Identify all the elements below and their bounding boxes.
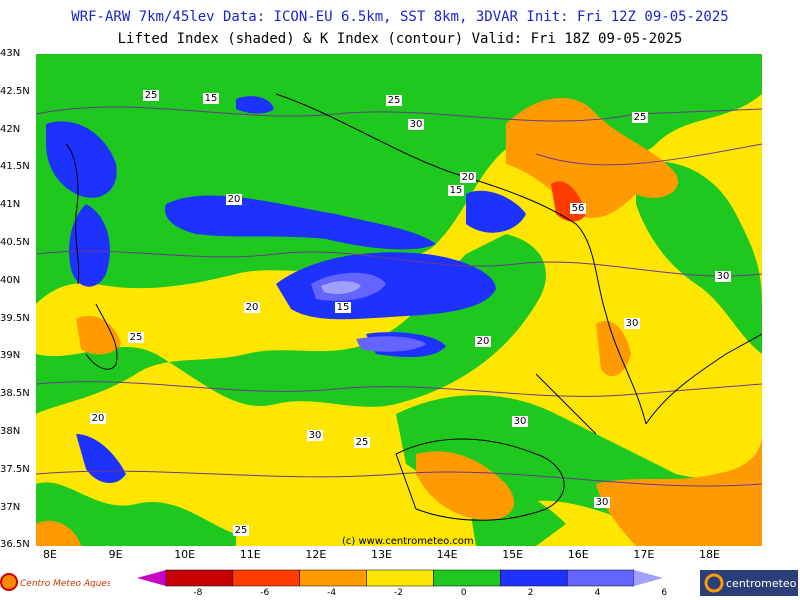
k-index-label-bg xyxy=(226,194,242,205)
colorbar-tick-label: 0 xyxy=(460,588,467,598)
k-index-label-bg xyxy=(460,172,476,183)
k-index-label: 25 xyxy=(356,437,369,448)
colorbar xyxy=(137,569,663,587)
k-index-label-bg xyxy=(570,203,586,214)
latitude-label: 39.5N xyxy=(0,312,30,324)
longitude-label: 13E xyxy=(371,548,392,561)
k-index-label: 25 xyxy=(235,525,248,536)
latitude-label: 40N xyxy=(0,274,21,286)
longitude-label: 9E xyxy=(108,548,123,561)
k-index-label-group: 25 15 25 30 25 20 15 20 56 30 30 20 15 20 25 20 30 25 30 30… xyxy=(90,90,731,536)
k-index-label: 30 xyxy=(514,416,527,427)
colorbar-segment xyxy=(165,569,234,587)
colorbar-segment xyxy=(299,569,367,587)
k-index-contours xyxy=(36,106,762,487)
k-index-label-bg xyxy=(475,336,491,347)
latitude-label: 37.5N xyxy=(0,463,30,475)
colorbar-tick-label: 6 xyxy=(661,588,668,598)
k-index-label: 20 xyxy=(246,302,259,313)
colorbar-segments xyxy=(137,569,663,587)
colorbar-segment xyxy=(566,569,635,587)
li-lightest-areas xyxy=(321,281,361,294)
k-index-label-bg xyxy=(335,302,351,313)
colorbar-tick-label: 2 xyxy=(527,588,534,598)
k-index-label: 20 xyxy=(92,413,105,424)
lifted-index-map: (c) www.centrometeo.com 25 15 25 30 25 20 15 20… xyxy=(36,54,762,546)
longitude-label: 17E xyxy=(633,548,655,561)
k-index-label-bg xyxy=(307,430,323,441)
k-index-label-bg xyxy=(386,95,402,106)
colorbar-arrow-right xyxy=(634,570,663,586)
k-index-label-bg xyxy=(233,525,249,536)
svg-text:centrometeo: centrometeo xyxy=(726,577,797,590)
k-index-label: 20 xyxy=(462,172,475,183)
k-index-label-bg xyxy=(594,497,610,508)
colorbar-segment xyxy=(232,569,300,587)
centrometeo-logo: centrometeo xyxy=(700,570,798,596)
k-index-label: 25 xyxy=(388,95,401,106)
k-index-label: 25 xyxy=(634,112,647,123)
latitude-label: 42.5N xyxy=(0,85,30,97)
k-index-label: 20 xyxy=(228,194,241,205)
colorbar-tick-label: -2 xyxy=(394,588,403,598)
k-index-label-bg xyxy=(143,90,159,101)
k-index-label-bg xyxy=(354,437,370,448)
longitude-label: 18E xyxy=(699,548,720,561)
coastlines xyxy=(65,93,762,521)
colorbar-segment xyxy=(500,569,568,587)
colorbar-arrow-left xyxy=(137,570,166,586)
k-index-label-bg xyxy=(624,318,640,329)
map-title-line2: Lifted Index (shaded) & K Index (contour… xyxy=(117,31,683,47)
k-index-label-bg xyxy=(90,413,106,424)
latitude-label: 41N xyxy=(0,199,21,211)
k-index-label: 30 xyxy=(596,497,609,508)
k-index-label: 20 xyxy=(477,336,490,347)
colorbar-tick-label: -6 xyxy=(260,588,270,598)
latitude-label: 38.5N xyxy=(0,388,30,400)
svg-text:Centro Meteo Aquesio: Centro Meteo Aquesio xyxy=(20,579,110,589)
latitude-label: 38N xyxy=(0,426,21,437)
latitude-label: 43N xyxy=(0,48,21,59)
k-index-label: 25 xyxy=(145,90,158,101)
colorbar-segment xyxy=(433,569,501,587)
colorbar-tick-label: 4 xyxy=(594,588,601,598)
latitude-label: 41.5N xyxy=(0,161,30,173)
li-orange-areas xyxy=(36,97,762,546)
latitude-label: 37N xyxy=(0,501,21,513)
latitude-label: 39N xyxy=(0,350,21,362)
k-index-label: 15 xyxy=(205,93,218,104)
colorbar-tick-label: -4 xyxy=(327,588,337,598)
k-index-label: 30 xyxy=(717,271,730,282)
longitude-label: 12E xyxy=(305,548,327,561)
map-title-line1: WRF-ARW 7km/45lev Data: ICON-EU 6.5km, S… xyxy=(71,9,729,25)
longitude-label: 10E xyxy=(174,548,196,561)
k-index-label: 30 xyxy=(410,119,423,130)
longitude-label: 16E xyxy=(567,548,589,561)
latitude-label: 42N xyxy=(0,123,21,135)
longitude-label: 8E xyxy=(43,548,57,561)
longitude-label: 15E xyxy=(502,548,524,561)
k-index-label: 56 xyxy=(572,203,585,214)
k-index-label: 25 xyxy=(130,332,143,343)
k-index-label: 30 xyxy=(626,318,639,329)
k-index-label-bg xyxy=(632,112,648,123)
k-index-label: 15 xyxy=(337,302,350,313)
k-index-label-bg xyxy=(244,302,260,313)
watermark-text: (c) www.centrometeo.com xyxy=(342,536,474,546)
k-index-label: 30 xyxy=(309,430,322,441)
colorbar-tick-label: -8 xyxy=(193,588,203,598)
latitude-label: 36.5N xyxy=(0,539,30,551)
k-index-label-bg xyxy=(512,416,528,427)
longitude-label: 11E xyxy=(239,548,261,561)
k-index-label-bg xyxy=(203,93,219,104)
k-index-label-bg xyxy=(448,185,464,196)
latitude-label: 40.5N xyxy=(0,237,30,248)
k-index-label: 15 xyxy=(450,185,463,196)
k-index-label-bg xyxy=(128,332,144,343)
k-index-label-bg xyxy=(408,119,424,130)
colorbar-segment xyxy=(366,569,434,587)
longitude-label: 14E xyxy=(436,548,458,561)
centro-meteo-aquesio-logo: Centro Meteo Aquesio xyxy=(0,570,120,596)
k-index-label-bg xyxy=(715,271,731,282)
